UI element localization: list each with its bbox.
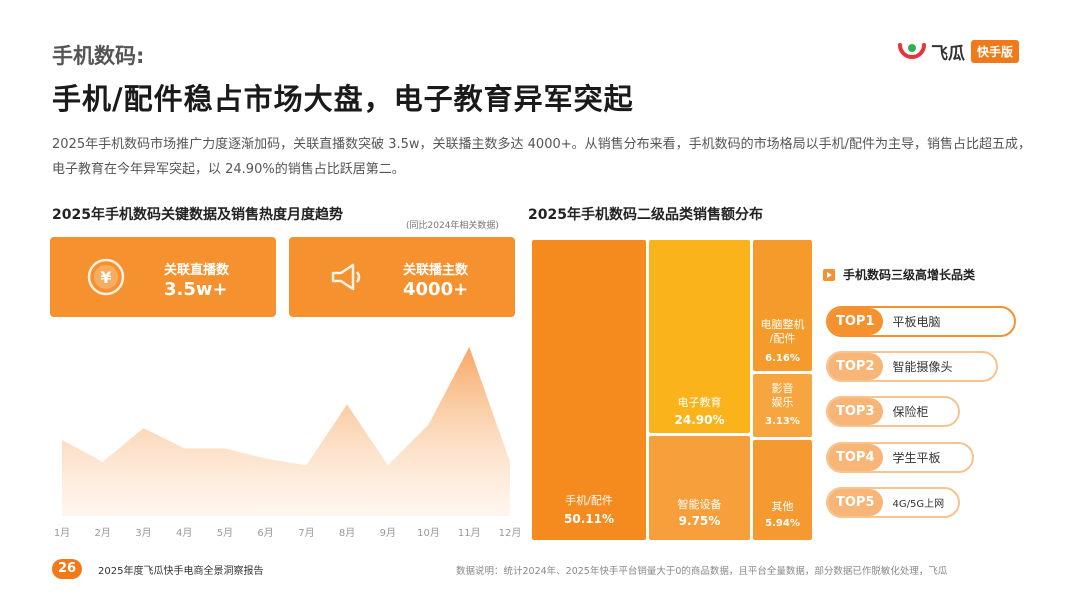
top-item-1: TOP1 平板电脑: [826, 306, 1016, 337]
headline: 手机/配件稳占市场大盘，电子教育异军突起: [52, 82, 634, 116]
top-name: 智能摄像头: [892, 360, 953, 374]
treemap-label: 智能设备: [677, 498, 722, 511]
section-label: 手机数码:: [52, 44, 145, 68]
treemap-label: 影音 娱乐: [771, 382, 794, 409]
top-rank: TOP4: [828, 444, 883, 471]
yoy-note: (同比2024年相关数据): [406, 221, 499, 231]
kpi-card-streamers: 关联播主数 4000+: [289, 237, 515, 317]
x-tick-label: 3月: [135, 527, 151, 539]
top-list-title: 手机数码三级高增长品类: [843, 268, 976, 282]
treemap-cell-6: 其他 5.94%: [753, 440, 812, 540]
data-note: 数据说明：统计2024年、2025年快手平台销量大于0的商品数据，且平台全量数据…: [456, 566, 948, 577]
kpi-value: 4000+: [403, 279, 469, 300]
top-rank: TOP2: [828, 353, 883, 380]
top-name: 保险柜: [892, 405, 929, 419]
treemap-cell-2: 电子教育 24.90%: [649, 240, 750, 433]
kpi-label: 关联直播数: [164, 263, 230, 278]
x-tick-label: 9月: [380, 527, 396, 539]
right-chart-title: 2025年手机数码二级品类销售额分布: [528, 207, 763, 223]
svg-text:¥: ¥: [100, 268, 111, 287]
feigua-logo-icon: [898, 43, 926, 59]
x-tick-label: 2月: [95, 527, 111, 539]
treemap-value: 3.13%: [765, 416, 800, 427]
treemap-label: 电子教育: [677, 396, 722, 409]
monthly-trend-area-chart: 1月 2月 3月 4月 5月 6月 7月 8月 9月 10月 11月 12月: [54, 346, 522, 539]
top-rank: TOP5: [828, 489, 883, 516]
report-title: 2025年度飞瓜快手电商全景洞察报告: [98, 566, 264, 577]
left-chart-title: 2025年手机数码关键数据及销售热度月度趋势: [52, 207, 343, 223]
logo-name: 飞瓜: [931, 43, 965, 64]
kpi-value: 3.5w+: [164, 279, 228, 300]
megaphone-icon: [331, 263, 361, 291]
x-tick-label: 1月: [54, 527, 70, 539]
trend-area-series: [62, 346, 510, 516]
x-tick-label: 7月: [298, 527, 314, 539]
top-rank: TOP3: [828, 398, 883, 425]
x-tick-label: 5月: [217, 527, 233, 539]
treemap-value: 6.16%: [765, 353, 800, 364]
x-tick-label: 8月: [339, 527, 355, 539]
top-name: 平板电脑: [892, 315, 941, 329]
kpi-card-live-streams: ¥ 关联直播数 3.5w+: [50, 237, 276, 317]
x-tick-label: 4月: [176, 527, 192, 539]
kpi-label: 关联播主数: [403, 263, 469, 278]
treemap-label: 电脑整机/配件: [760, 318, 805, 345]
page-number: 26: [52, 559, 82, 579]
x-tick-label: 6月: [257, 527, 273, 539]
treemap-cell-4: 电脑整机/配件 6.16%: [753, 240, 812, 371]
x-tick-label: 11月: [458, 527, 481, 539]
category-treemap: 手机/配件 50.11% 电子教育 24.90% 智能设备 9.75% 电脑整机/配件 6.1…: [532, 240, 812, 540]
treemap-cell-1: 手机/配件 50.11%: [532, 240, 646, 540]
logo: 飞瓜 快手版: [897, 38, 1020, 64]
treemap-label: 其他: [771, 500, 794, 513]
treemap-value: 50.11%: [564, 512, 614, 526]
top-item-3: TOP3 保险柜: [826, 396, 960, 427]
top-list-header: 手机数码三级高增长品类: [823, 266, 975, 283]
treemap-label: 手机/配件: [565, 494, 613, 507]
treemap-value: 24.90%: [674, 413, 725, 427]
treemap-cell-3: 智能设备 9.75%: [649, 436, 750, 540]
top-item-4: TOP4 学生平板: [826, 442, 974, 473]
coin-icon: ¥: [87, 258, 125, 296]
treemap-value: 5.94%: [765, 518, 800, 529]
x-tick-label: 12月: [499, 527, 522, 539]
top-item-5: TOP5 4G/5G上网: [826, 487, 960, 518]
top-name: 学生平板: [892, 451, 941, 465]
x-tick-label: 10月: [417, 527, 440, 539]
top-rank: TOP1: [828, 308, 883, 335]
intro-paragraph: 2025年手机数码市场推广力度逐渐加码，关联直播数突破 3.5w，关联播主数多达…: [52, 137, 1032, 177]
play-icon: [823, 268, 835, 281]
treemap-cell-5: 影音 娱乐 3.13%: [753, 374, 812, 437]
top-name: 4G/5G上网: [892, 499, 945, 510]
logo-badge: 快手版: [971, 39, 1020, 63]
top-item-2: TOP2 智能摄像头: [826, 351, 998, 382]
treemap-value: 9.75%: [678, 514, 721, 528]
